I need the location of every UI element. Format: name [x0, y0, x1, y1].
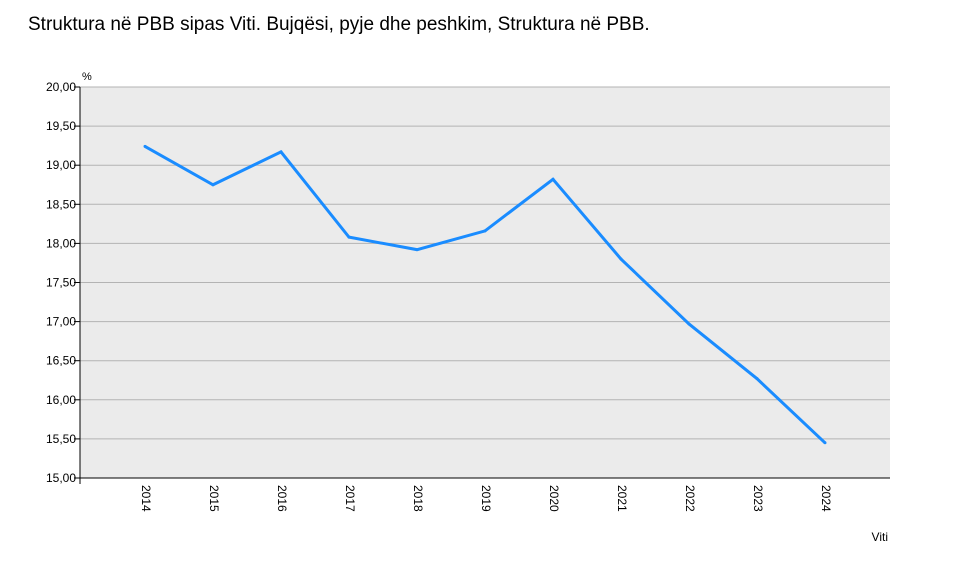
- data-point: [211, 183, 215, 187]
- chart-title: Struktura në PBB sipas Viti. Bujqësi, py…: [28, 14, 650, 35]
- data-point: [483, 229, 487, 233]
- x-tick-label: 2023: [751, 485, 765, 512]
- x-tick-label: 2018: [411, 485, 425, 512]
- y-axis: 15,00 15,50 16,00 16,50 17,00 17,50 18,00 18,50…: [46, 80, 80, 485]
- y-tick-label: 18,00: [46, 236, 76, 250]
- y-tick-label: 19,00: [46, 158, 76, 172]
- x-tick-label: 2020: [547, 485, 561, 512]
- x-tick-label: 2014: [139, 485, 153, 512]
- data-point: [279, 150, 283, 154]
- y-tick-label: 16,50: [46, 354, 76, 368]
- y-tick-label: 15,50: [46, 432, 76, 446]
- y-tick-label: 18,50: [46, 197, 76, 211]
- y-tick-label: 17,50: [46, 276, 76, 290]
- x-tick-label: 2016: [275, 485, 289, 512]
- x-tick-label: 2022: [683, 485, 697, 512]
- x-tick-label: 2017: [343, 485, 357, 512]
- x-axis-label: Viti: [872, 530, 888, 544]
- x-axis: 2014 2015 2016 2017 2018 2019 2020 2021 2022 2023…: [139, 485, 833, 512]
- gridlines: [79, 86, 890, 484]
- data-point: [687, 322, 691, 326]
- data-point: [551, 177, 555, 181]
- data-point: [143, 144, 147, 148]
- y-tick-label: 20,00: [46, 80, 76, 94]
- x-tick-label: 2015: [207, 485, 221, 512]
- y-tick-label: 19,50: [46, 119, 76, 133]
- data-point: [823, 441, 827, 445]
- data-point: [755, 377, 759, 381]
- x-tick-label: 2019: [479, 485, 493, 512]
- x-tick-label: 2024: [819, 485, 833, 512]
- data-point: [347, 235, 351, 239]
- y-axis-label: %: [82, 71, 92, 83]
- data-point: [619, 257, 623, 261]
- y-tick-label: 17,00: [46, 315, 76, 329]
- data-point: [415, 248, 419, 252]
- y-tick-label: 15,00: [46, 471, 76, 485]
- y-tick-label: 16,00: [46, 393, 76, 407]
- series-layer: [143, 144, 827, 445]
- x-tick-label: 2021: [615, 485, 629, 512]
